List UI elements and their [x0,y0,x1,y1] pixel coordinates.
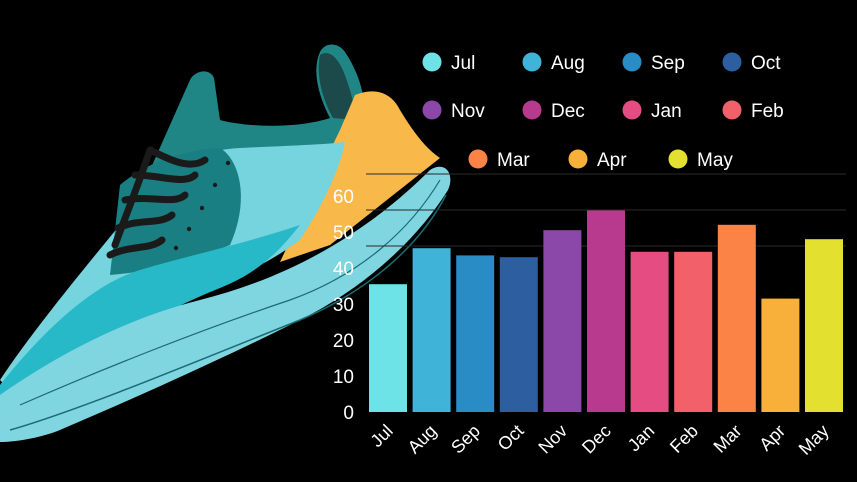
x-tick-label: May [795,421,833,459]
x-tick-label: Oct [494,421,528,455]
bars [369,210,843,412]
legend-item-nov: Nov [422,100,485,122]
bar-mar [717,224,756,412]
y-tick-label: 20 [333,331,354,352]
legend-label: May [697,150,733,171]
y-tick-label: 60 [333,187,354,208]
legend-item-dec: Dec [522,100,585,122]
legend-label: Apr [597,150,627,171]
legend-swatch [422,52,442,72]
x-tick-label: Mar [710,421,746,457]
legend-swatch [568,149,588,169]
legend-item-jan: Jan [622,100,682,122]
x-tick-label: Apr [755,421,789,455]
bar-aug [412,248,451,412]
bar-nov [543,230,582,412]
legend-label: Mar [497,150,530,171]
x-tick-label: Jan [624,421,659,456]
legend-label: Dec [551,101,585,122]
x-axis-labels: Jul Aug Sep Oct Nov Dec Jan Feb Mar Apr May [366,421,832,459]
legend-label: Aug [551,53,585,74]
x-tick-label: Sep [447,421,484,458]
x-tick-label: Aug [404,421,441,458]
bar-feb [674,251,713,412]
bar-jul [369,284,407,412]
bar-apr [761,298,800,412]
y-tick-label: 40 [333,259,354,280]
legend-item-feb: Feb [722,100,784,122]
legend-item-aug: Aug [522,52,585,74]
legend-label: Oct [751,53,781,74]
bar-sep [456,255,495,412]
legend-item-may: May [668,149,733,171]
x-tick-label: Nov [534,421,571,458]
y-axis-ticks: 0 10 20 30 40 50 60 [333,187,354,424]
legend-swatch [668,149,688,169]
x-tick-label: Jul [366,421,396,451]
legend-label: Sep [651,53,685,74]
bar-dec [587,210,625,412]
legend-item-mar: Mar [468,149,530,171]
legend-label: Jan [651,101,682,122]
legend-item-sep: Sep [622,52,685,74]
y-tick-label: 30 [333,295,354,316]
legend-item-oct: Oct [722,52,781,74]
legend-swatch [722,52,742,72]
legend-swatch [468,149,488,169]
y-tick-label: 50 [333,223,354,244]
legend: Jul Aug Sep Oct Nov Dec Jan Feb Mar Apr May [422,52,784,171]
bar-oct [499,257,538,412]
y-tick-label: 10 [333,367,354,388]
legend-swatch [622,100,642,120]
bar-may [805,239,843,412]
legend-label: Feb [751,101,784,122]
legend-label: Jul [451,53,475,74]
bar-jan [630,251,669,412]
legend-swatch [422,100,442,120]
legend-item-jul: Jul [422,52,475,74]
legend-swatch [722,100,742,120]
legend-swatch [622,52,642,72]
y-tick-label: 0 [343,403,354,424]
x-tick-label: Dec [578,421,615,458]
legend-swatch [522,52,542,72]
legend-label: Nov [451,101,485,122]
legend-item-apr: Apr [568,149,627,171]
x-tick-label: Feb [666,421,702,457]
sneaker-illustration [0,44,451,443]
legend-swatch [522,100,542,120]
